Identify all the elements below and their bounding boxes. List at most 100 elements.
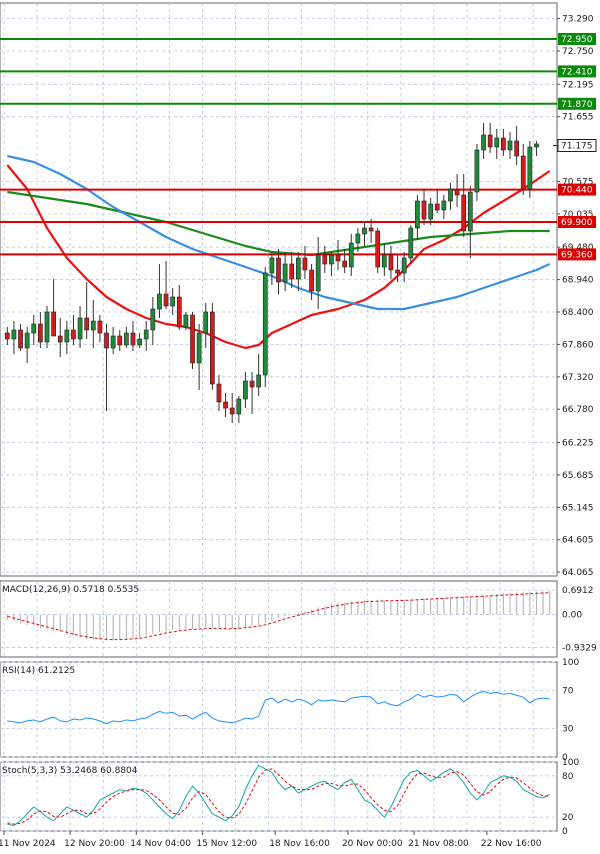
candle-bear [454, 188, 460, 196]
candle-bull [236, 398, 242, 415]
candle-bull [269, 257, 275, 274]
candle-bear [302, 257, 308, 271]
candle-bear [117, 335, 123, 346]
candle-bear [18, 329, 23, 349]
price-panel: 73.290 72.750 72.195 71.655 70.575 70.035 69.4… [0, 15, 597, 578]
candle-bull [381, 254, 387, 268]
panel-frame-rsi [0, 661, 558, 758]
candle-bear [84, 317, 90, 331]
price-tick-label: 65.685 [562, 471, 594, 481]
resistance-level-label: 72.410 [561, 67, 593, 77]
candle-bear [421, 200, 427, 220]
candle-bear [38, 323, 43, 343]
candle-bear [368, 227, 374, 232]
price-tick-label: 70.035 [562, 210, 594, 220]
resistance-level-label: 71.870 [561, 100, 593, 110]
candle-bear [289, 263, 295, 280]
stoch-d-line [7, 768, 550, 825]
indicator-tick-label: 0.6912 [562, 586, 594, 596]
price-tick-label: 66.780 [562, 405, 594, 415]
support-level-tag [558, 216, 596, 228]
candle-bull [11, 329, 17, 340]
time-tick-label: 15 Nov 12:00 [196, 839, 257, 849]
support-level-label: 69.360 [561, 250, 593, 260]
time-tick-label: 12 Nov 20:00 [64, 839, 125, 849]
candle-bear [4, 332, 10, 340]
macd-panel: 0.6912 0.00 -0.9329 MACD(12,26,9) 0.5718 0.… [0, 585, 597, 654]
candle-bear [229, 407, 235, 415]
price-tick-label: 67.860 [562, 340, 594, 350]
candle-bear [322, 254, 328, 265]
time-tick-label: 14 Nov 04:00 [130, 839, 191, 849]
time-tick-label: 22 Nov 16:00 [481, 839, 542, 849]
candle-bull [494, 137, 500, 148]
indicator-tick-label: 100 [562, 758, 579, 768]
indicator-tick-label: 100 [562, 658, 579, 668]
indicator-tick-label: 30 [562, 725, 574, 735]
candle-bull [507, 140, 513, 151]
candle-bull [31, 323, 37, 334]
support-level-tag [558, 183, 596, 196]
candle-bull [315, 254, 321, 292]
candle-bull [110, 335, 116, 349]
candle-bull [24, 332, 30, 349]
time-tick-label: 11 Nov 2024 [0, 839, 56, 849]
candle-bear [501, 137, 506, 151]
candle-bear [51, 311, 56, 337]
time-axis: 11 Nov 2024 12 Nov 20:00 14 Nov 04:00 15 No… [0, 831, 542, 849]
resistance-level-tag [558, 97, 596, 110]
price-tick-label: 73.290 [562, 15, 594, 25]
candle-bull [408, 227, 414, 259]
candle-bull [262, 272, 268, 376]
candle-bear [104, 332, 109, 349]
candle-bull [77, 317, 83, 340]
price-tick-label: 72.195 [562, 80, 594, 90]
candle-bull [348, 242, 354, 268]
candle-bull [64, 329, 70, 343]
candle-bear [190, 314, 195, 364]
support-level-tag [558, 248, 596, 261]
candle-bull [137, 338, 142, 346]
indicator-tick-label: -0.9329 [562, 644, 597, 654]
indicator-tick-label: 0 [562, 827, 568, 837]
candle-bear [276, 257, 281, 283]
grid [0, 2, 558, 832]
resistance-level-tag [558, 65, 596, 78]
candle-bull [401, 257, 407, 274]
candle-bear [130, 332, 136, 346]
candle-bear [163, 293, 169, 307]
price-tick-label: 69.480 [562, 243, 594, 253]
candle-bull [203, 311, 209, 334]
candle-bull [196, 332, 202, 364]
panel-frame-main [0, 2, 558, 577]
price-tick-label: 67.320 [562, 373, 594, 383]
candle-bear [520, 155, 526, 190]
candle-bear [514, 140, 519, 157]
candle-bull [481, 134, 486, 151]
indicator-tick-label: 20 [562, 813, 574, 823]
candle-bear [97, 320, 103, 334]
current-price-label: 71.175 [561, 142, 593, 152]
candle-bull [243, 380, 248, 400]
price-tick-label: 71.655 [562, 113, 594, 123]
time-tick-label: 18 Nov 16:00 [269, 839, 330, 849]
panel-frame-macd [0, 580, 558, 658]
candle-bull [256, 374, 262, 388]
candle-bull [355, 233, 361, 244]
candle-bull [295, 257, 301, 280]
price-tick-label: 65.145 [562, 503, 594, 513]
candle-bear [335, 254, 341, 262]
support-level-label: 70.440 [561, 186, 593, 196]
candle-bear [461, 194, 467, 232]
stoch-panel: 100 80 20 0 Stoch(5,3,3) 53.2468 60.8804 [0, 758, 579, 837]
current-price-tag [557, 139, 597, 152]
indicator-tick-label: 0 [562, 753, 568, 763]
stoch-k-line [7, 764, 550, 827]
indicator-title: RSI(14) 61.2125 [2, 666, 75, 676]
price-tick-label: 68.400 [562, 308, 594, 318]
candle-bear [249, 380, 255, 388]
candle-bear [223, 401, 228, 409]
candle-bull [428, 203, 433, 220]
candle-bull [124, 332, 129, 346]
